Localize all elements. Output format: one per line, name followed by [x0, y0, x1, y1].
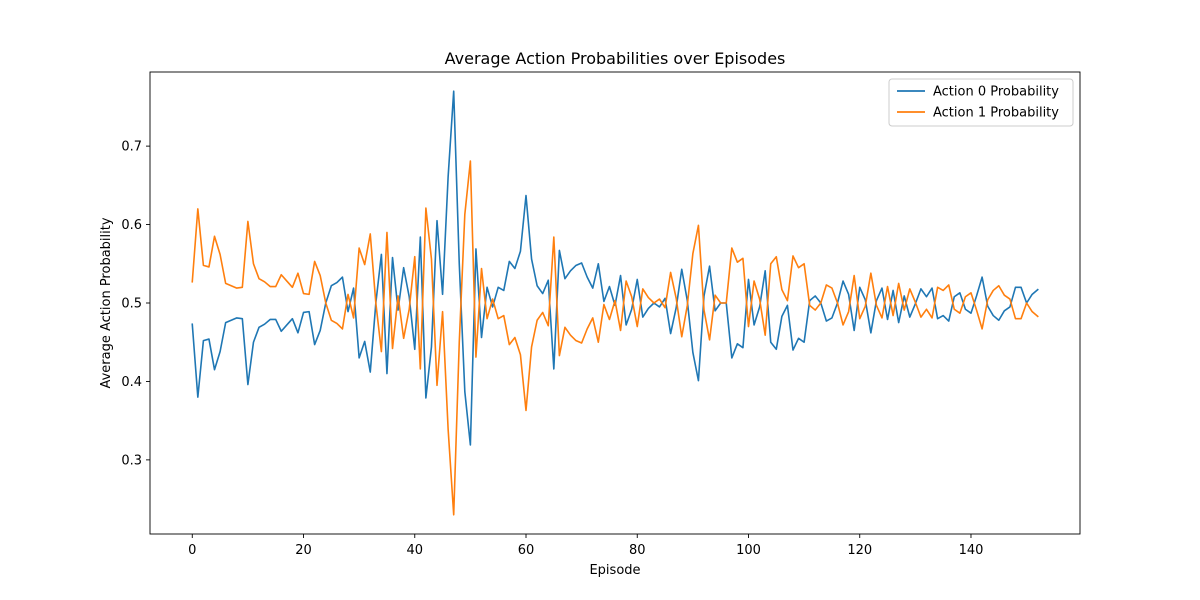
legend-label-1: Action 1 Probability — [933, 106, 1059, 121]
x-tick-label: 140 — [959, 543, 984, 558]
x-tick-label: 40 — [406, 543, 423, 558]
plot-area — [191, 90, 1039, 516]
series-line-0 — [191, 90, 1039, 446]
x-tick-label: 120 — [847, 543, 872, 558]
legend-label-0: Action 0 Probability — [933, 85, 1059, 100]
y-tick-label: 0.3 — [121, 453, 142, 468]
axes: 0 20 40 60 80 100 120 140 0.3 0.4 0.5 0.6 0.7 — [121, 71, 1081, 558]
y-axis-label: Average Action Probability — [99, 217, 114, 388]
chart-title: Average Action Probabilities over Episod… — [445, 49, 786, 68]
y-tick-label: 0.6 — [121, 218, 142, 233]
x-tick-label: 100 — [736, 543, 761, 558]
x-axis-label: Episode — [589, 563, 640, 578]
y-tick-label: 0.5 — [121, 297, 142, 312]
x-tick-label: 20 — [295, 543, 312, 558]
y-tick-label: 0.7 — [121, 140, 142, 155]
legend-box — [888, 78, 1074, 127]
series-line-1 — [191, 160, 1039, 516]
y-tick-label: 0.4 — [121, 375, 142, 390]
x-tick-label: 60 — [518, 543, 535, 558]
x-tick-label: 0 — [188, 543, 196, 558]
x-tick-label: 80 — [629, 543, 646, 558]
legend: Action 0 Probability Action 1 Probability — [888, 78, 1074, 127]
